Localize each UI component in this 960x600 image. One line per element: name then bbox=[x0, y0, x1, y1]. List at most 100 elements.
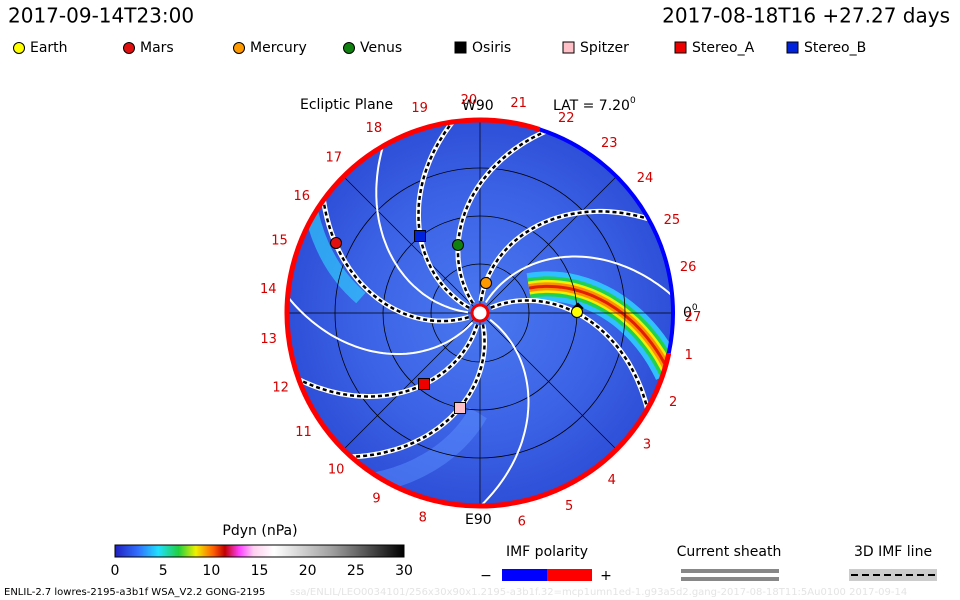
imf-neg-swatch bbox=[502, 569, 547, 581]
imf-line bbox=[456, 124, 561, 304]
rim-blue bbox=[539, 127, 675, 354]
imf-line bbox=[490, 299, 652, 425]
rim-label: 21 bbox=[510, 96, 527, 111]
rim-label: 6 bbox=[518, 514, 526, 529]
sheath-swatch bbox=[681, 577, 779, 581]
legend-marker bbox=[454, 41, 467, 54]
legend-marker bbox=[786, 41, 799, 54]
imf-line bbox=[467, 318, 530, 506]
colorbar-title: Pdyn (nPa) bbox=[222, 523, 297, 539]
sheath-swatch bbox=[681, 569, 779, 573]
body-marker bbox=[330, 237, 342, 249]
legend-marker bbox=[674, 41, 687, 54]
imf-line bbox=[417, 120, 470, 309]
legend-label: Spitzer bbox=[580, 40, 629, 56]
rim-label: 4 bbox=[608, 473, 616, 488]
lat-sup: 0 bbox=[630, 96, 636, 106]
body-marker bbox=[454, 402, 466, 414]
colorbar-tick-label: 0 bbox=[111, 563, 120, 579]
body-marker bbox=[414, 230, 426, 242]
legend-label: Mercury bbox=[250, 40, 307, 56]
rim-label: 22 bbox=[558, 111, 575, 126]
colorbar-tick-label: 15 bbox=[251, 563, 269, 579]
rim-label: 16 bbox=[293, 189, 310, 204]
run-time: 2017-08-18T16 +27.27 days bbox=[662, 4, 950, 28]
sheath-title: Current sheath bbox=[677, 544, 782, 560]
legend-label: Venus bbox=[360, 40, 402, 56]
colorbar-tick-label: 30 bbox=[395, 563, 413, 579]
imf-pos-swatch bbox=[547, 569, 592, 581]
legend-marker bbox=[343, 42, 355, 54]
rim-label: 24 bbox=[637, 171, 654, 186]
rim-label: 13 bbox=[260, 332, 277, 347]
legend: Earth Mars Mercury Venus Osiris Spitzer Stereo… bbox=[13, 40, 866, 56]
sun bbox=[470, 303, 490, 323]
rim-label: 3 bbox=[643, 438, 651, 453]
legend-label: Stereo_A bbox=[692, 40, 755, 56]
imf-line bbox=[287, 324, 479, 398]
right-sup: 0 bbox=[692, 303, 698, 313]
body-marker bbox=[571, 306, 583, 318]
legend-marker bbox=[233, 42, 245, 54]
lat-value: LAT = 7.20 bbox=[553, 98, 630, 114]
footer-faint: ssa/ENLIL/LEO0034101/256x30x90x1.2195-a3… bbox=[290, 587, 907, 598]
imf-line bbox=[479, 210, 665, 302]
rim-label: 17 bbox=[326, 151, 343, 166]
rim-label: 23 bbox=[601, 136, 618, 151]
legend-label: Earth bbox=[30, 40, 68, 56]
body-marker bbox=[480, 277, 492, 289]
rim-label: 1 bbox=[685, 348, 693, 363]
lat-label: LAT = 7.200 bbox=[553, 96, 636, 115]
rim-label: 19 bbox=[411, 101, 428, 116]
legend-label: Osiris bbox=[472, 40, 511, 56]
field bbox=[287, 120, 673, 506]
imf-line-title: 3D IMF line bbox=[854, 544, 932, 560]
colorbar-tick-label: 10 bbox=[202, 563, 220, 579]
imf-line bbox=[320, 183, 470, 323]
legend-marker bbox=[562, 41, 575, 54]
rim-label: 5 bbox=[565, 499, 573, 514]
colorbar-ticks: 0 5 10 15 20 25 30 bbox=[111, 563, 413, 579]
rim-label: 8 bbox=[419, 511, 427, 526]
rim-label: 10 bbox=[328, 463, 345, 478]
body-marker bbox=[418, 378, 430, 390]
rim-label: 26 bbox=[680, 260, 697, 275]
plot-title: Ecliptic Plane bbox=[300, 97, 393, 113]
imf-line-swatch bbox=[849, 569, 937, 581]
rim-label: 18 bbox=[366, 121, 383, 136]
right-label: 00 bbox=[683, 303, 698, 322]
streamer bbox=[528, 284, 671, 375]
right-value: 0 bbox=[683, 305, 692, 321]
top-label: W90 bbox=[462, 98, 494, 114]
colorbar-tick-label: 25 bbox=[347, 563, 365, 579]
legend-label: Mars bbox=[140, 40, 174, 56]
imf-minus: − bbox=[480, 568, 492, 584]
density-band bbox=[304, 208, 366, 304]
rim-label: 12 bbox=[272, 380, 289, 395]
footer: ENLIL-2.7 lowres-2195-a3b1f WSA_V2.2 GON… bbox=[4, 587, 265, 598]
legend-label: Stereo_B bbox=[804, 40, 866, 56]
imf-line bbox=[287, 283, 474, 355]
imf-line bbox=[484, 255, 673, 308]
plot: Ecliptic Plane W90 E90 LAT = 7.200 00 12… bbox=[260, 93, 701, 530]
legend-marker bbox=[123, 42, 135, 54]
rim-label: 14 bbox=[260, 282, 277, 297]
rim-label: 15 bbox=[271, 234, 288, 249]
rim-red bbox=[284, 117, 672, 509]
rim-label: 9 bbox=[372, 492, 380, 507]
imf-title: IMF polarity bbox=[506, 544, 588, 560]
bottom-label: E90 bbox=[465, 512, 492, 528]
colorbar-tick-label: 20 bbox=[299, 563, 317, 579]
rim-label: 25 bbox=[664, 213, 681, 228]
imf-plus: + bbox=[600, 568, 612, 584]
rim-label: 27 bbox=[685, 310, 702, 325]
rim-label: 11 bbox=[295, 425, 312, 440]
legend-marker bbox=[13, 42, 25, 54]
rim-label: 20 bbox=[461, 93, 478, 108]
density-band bbox=[373, 407, 487, 493]
colorbar-tick-label: 5 bbox=[159, 563, 168, 579]
timestamp: 2017-09-14T23:00 bbox=[8, 4, 194, 28]
body-marker bbox=[452, 239, 464, 251]
imf-line bbox=[335, 324, 486, 459]
